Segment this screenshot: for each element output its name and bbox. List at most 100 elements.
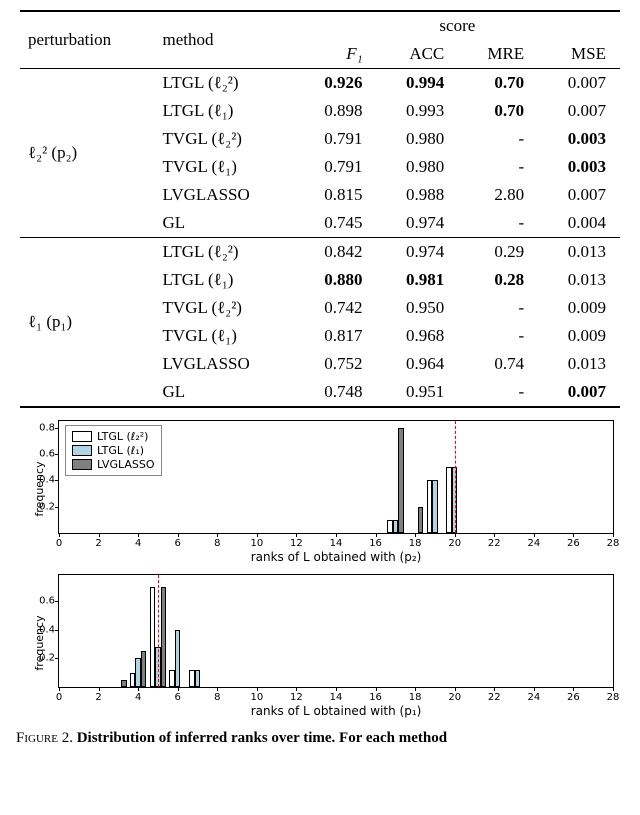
xtick: 16: [369, 692, 382, 703]
f1-cell: 0.842: [295, 238, 377, 267]
bar-ltgl_l1: [175, 630, 181, 687]
charts-block: frequency 0.20.40.60.8024681012141618202…: [0, 408, 640, 718]
col-perturbation: perturbation: [20, 11, 155, 69]
f1-cell: 0.748: [295, 378, 377, 407]
bar-lvglasso: [141, 651, 147, 687]
xtick: 12: [290, 538, 303, 549]
mre-cell: 0.74: [458, 350, 538, 378]
xtick: 10: [250, 692, 263, 703]
xtick: 28: [607, 538, 620, 549]
bar-lvglasso: [398, 428, 404, 533]
xtick: 22: [488, 538, 501, 549]
legend-label: LTGL (ℓ₂²): [97, 430, 148, 443]
mse-cell: 0.003: [538, 153, 620, 181]
f1-cell: 0.817: [295, 322, 377, 350]
caption-label: Figure 2.: [16, 730, 73, 746]
xtick: 6: [175, 692, 181, 703]
xtick: 0: [56, 538, 62, 549]
legend-item: LVGLASSO: [72, 458, 155, 471]
perturbation-label: ℓ₁ (p₁): [20, 238, 155, 408]
col-f1: F₁: [295, 40, 377, 69]
col-acc: ACC: [376, 40, 458, 69]
results-table-wrap: perturbation method score F₁ ACC MRE MSE…: [0, 0, 640, 408]
ytick: 0.6: [29, 448, 55, 459]
method-cell: TVGL (ℓ₁): [155, 153, 295, 181]
method-cell: LVGLASSO: [155, 350, 295, 378]
acc-cell: 0.988: [376, 181, 458, 209]
mse-cell: 0.009: [538, 322, 620, 350]
ytick: 0.4: [29, 624, 55, 635]
xtick: 18: [409, 538, 422, 549]
legend-swatch: [72, 431, 92, 442]
mre-cell: -: [458, 125, 538, 153]
xtick: 20: [448, 692, 461, 703]
method-cell: GL: [155, 209, 295, 238]
mre-cell: -: [458, 378, 538, 407]
figure-caption: Figure 2. Distribution of inferred ranks…: [0, 722, 640, 747]
legend-label: LVGLASSO: [97, 458, 155, 471]
mre-cell: 0.28: [458, 266, 538, 294]
xtick: 16: [369, 538, 382, 549]
xtick: 8: [214, 692, 220, 703]
chart-p2: frequency 0.20.40.60.8024681012141618202…: [12, 414, 628, 564]
mre-cell: -: [458, 294, 538, 322]
chart-p1: frequency 0.20.40.6024681012141618202224…: [12, 568, 628, 718]
bar-ltgl_l1: [432, 480, 438, 533]
mre-cell: 2.80: [458, 181, 538, 209]
xtick: 8: [214, 538, 220, 549]
xtick: 20: [448, 538, 461, 549]
method-cell: TVGL (ℓ₁): [155, 322, 295, 350]
col-mre: MRE: [458, 40, 538, 69]
chart2-xlabel: ranks of L obtained with (p₁): [58, 704, 614, 718]
mre-cell: -: [458, 322, 538, 350]
legend: LTGL (ℓ₂²)LTGL (ℓ₁)LVGLASSO: [65, 425, 162, 476]
f1-cell: 0.791: [295, 153, 377, 181]
xtick: 14: [330, 538, 343, 549]
acc-cell: 0.993: [376, 97, 458, 125]
acc-cell: 0.964: [376, 350, 458, 378]
mre-cell: -: [458, 153, 538, 181]
acc-cell: 0.980: [376, 125, 458, 153]
f1-cell: 0.752: [295, 350, 377, 378]
mse-cell: 0.007: [538, 378, 620, 407]
mse-cell: 0.009: [538, 294, 620, 322]
chart1-xlabel: ranks of L obtained with (p₂): [58, 550, 614, 564]
legend-swatch: [72, 445, 92, 456]
f1-cell: 0.880: [295, 266, 377, 294]
xtick: 28: [607, 692, 620, 703]
xtick: 22: [488, 692, 501, 703]
legend-label: LTGL (ℓ₁): [97, 444, 144, 457]
acc-cell: 0.950: [376, 294, 458, 322]
acc-cell: 0.974: [376, 209, 458, 238]
legend-item: LTGL (ℓ₂²): [72, 430, 155, 443]
method-cell: TVGL (ℓ₂²): [155, 294, 295, 322]
xtick: 18: [409, 692, 422, 703]
col-score: score: [295, 11, 620, 40]
reference-line: [158, 575, 159, 687]
mre-cell: 0.70: [458, 97, 538, 125]
xtick: 24: [527, 538, 540, 549]
method-cell: LVGLASSO: [155, 181, 295, 209]
acc-cell: 0.980: [376, 153, 458, 181]
ytick: 0.2: [29, 653, 55, 664]
f1-cell: 0.898: [295, 97, 377, 125]
acc-cell: 0.951: [376, 378, 458, 407]
f1-cell: 0.815: [295, 181, 377, 209]
acc-cell: 0.968: [376, 322, 458, 350]
legend-swatch: [72, 459, 92, 470]
bar-ltgl_l1: [195, 670, 201, 687]
perturbation-label: ℓ₂² (p₂): [20, 69, 155, 238]
mse-cell: 0.013: [538, 238, 620, 267]
xtick: 10: [250, 538, 263, 549]
mre-cell: 0.29: [458, 238, 538, 267]
chart1-plot: 0.20.40.60.80246810121416182022242628LTG…: [58, 420, 614, 534]
xtick: 4: [135, 692, 141, 703]
f1-cell: 0.742: [295, 294, 377, 322]
method-cell: GL: [155, 378, 295, 407]
mre-cell: 0.70: [458, 69, 538, 98]
f1-cell: 0.745: [295, 209, 377, 238]
xtick: 2: [95, 692, 101, 703]
xtick: 4: [135, 538, 141, 549]
bar-lvglasso: [161, 587, 167, 688]
acc-cell: 0.994: [376, 69, 458, 98]
